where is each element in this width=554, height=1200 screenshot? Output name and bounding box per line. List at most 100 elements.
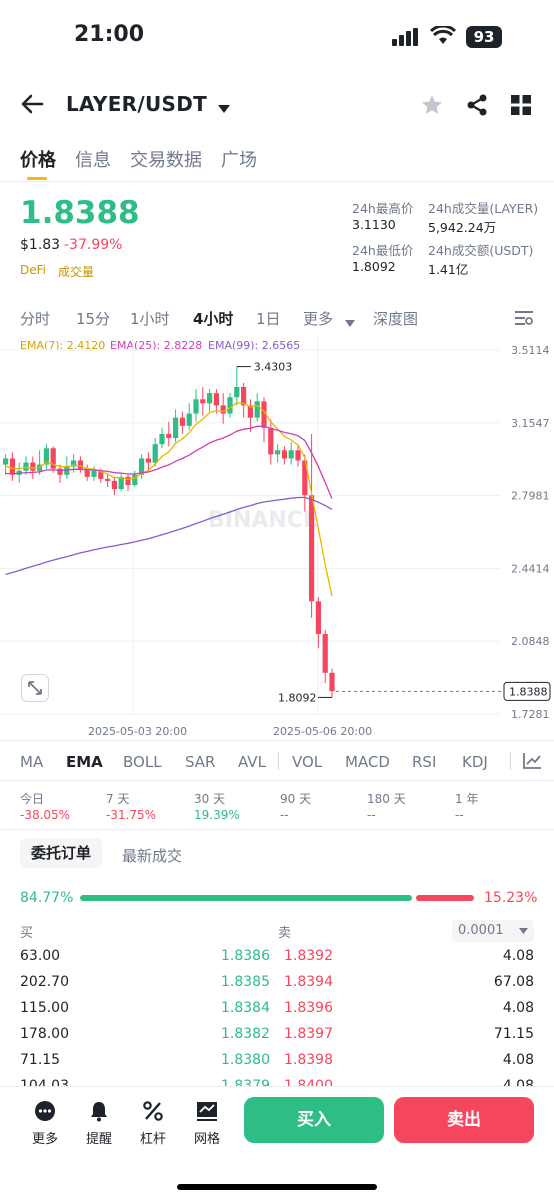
depth-chart-tab[interactable]: 深度图 <box>373 310 419 328</box>
indicator-vol[interactable]: VOL <box>292 753 323 771</box>
tab-trading-data[interactable]: 交易数据 <box>130 150 202 171</box>
candle <box>227 397 233 414</box>
home-indicator <box>177 1184 377 1190</box>
candlestick-chart[interactable]: 3.5114 3.1547 2.7981 2.4414 2.0848 1.7281 BINA… <box>0 334 554 740</box>
indicator-kdj[interactable]: KDJ <box>462 753 488 771</box>
signal-icon <box>392 28 422 50</box>
interval-4h[interactable]: 4小时 <box>193 310 234 328</box>
ema99-line <box>5 496 333 576</box>
x-tick-label: 2025-05-06 20:00 <box>273 725 372 738</box>
tab-recent-trades[interactable]: 最新成交 <box>122 847 183 865</box>
candle <box>241 387 247 406</box>
bid-quantity: 115.00 <box>20 1000 69 1016</box>
alert-label: 提醒 <box>85 1132 112 1147</box>
interval-1d[interactable]: 1日 <box>256 310 281 328</box>
interval-more[interactable]: 更多 <box>303 310 334 328</box>
divider <box>0 181 554 182</box>
divider <box>0 740 554 741</box>
buy-ratio: 84.77% <box>20 890 74 906</box>
indicator-sar[interactable]: SAR <box>185 753 216 771</box>
candle <box>329 672 335 692</box>
tab-order-book[interactable]: 委托订单 <box>20 838 102 868</box>
indicator-boll[interactable]: BOLL <box>123 753 162 771</box>
sell-button[interactable]: 卖出 <box>394 1097 534 1143</box>
candle <box>77 460 83 469</box>
low-label: 24h最低价 <box>352 243 414 258</box>
ask-quantity: 4.08 <box>502 1052 534 1068</box>
candle <box>200 399 206 404</box>
candle <box>118 476 124 490</box>
wifi-icon <box>429 24 457 50</box>
indicator-ma[interactable]: MA <box>20 753 44 771</box>
orderbook-row[interactable]: 71.15 1.8380 1.8398 4.08 <box>0 1052 554 1078</box>
candle <box>295 450 301 461</box>
indicator-settings-icon[interactable] <box>522 752 542 774</box>
buy-button[interactable]: 买入 <box>244 1097 384 1143</box>
grid-button[interactable]: 网格 <box>187 1100 227 1147</box>
candle <box>254 401 260 418</box>
battery-indicator: 93 <box>466 26 502 48</box>
candle <box>186 413 192 426</box>
candle <box>98 470 104 479</box>
indicator-avl[interactable]: AVL <box>238 753 266 771</box>
sell-ratio: 15.23% <box>484 890 538 906</box>
y-tick-label: 2.7981 <box>511 490 550 503</box>
interval-line[interactable]: 分时 <box>20 310 51 328</box>
candle <box>322 634 328 673</box>
more-dropdown-icon[interactable] <box>345 313 355 332</box>
perf-label-today: 今日 <box>20 792 45 806</box>
current-price-tag <box>503 681 551 701</box>
candle <box>309 495 315 602</box>
pair-dropdown-icon[interactable] <box>218 99 230 118</box>
candle <box>132 474 138 486</box>
perf-value-30d: 19.39% <box>194 808 240 822</box>
tag-volume[interactable]: 成交量 <box>58 265 95 279</box>
more-button[interactable]: 更多 <box>25 1100 65 1147</box>
ask-quantity: 4.08 <box>502 948 534 964</box>
pair-title[interactable]: LAYER/USDT <box>66 92 208 116</box>
candle <box>166 433 172 439</box>
share-icon[interactable] <box>465 93 489 121</box>
vol-base-value: 5,942.24万 <box>428 220 497 235</box>
ask-quantity: 4.08 <box>502 1000 534 1016</box>
perf-value-180d: -- <box>367 808 376 822</box>
orderbook-row[interactable]: 202.70 1.8385 1.8394 67.08 <box>0 974 554 1000</box>
fullscreen-icon[interactable] <box>21 674 49 702</box>
candle <box>159 433 165 445</box>
bid-price: 1.8386 <box>221 948 270 964</box>
alert-button[interactable]: 提醒 <box>79 1100 119 1147</box>
watermark-text: BINANCE <box>208 508 318 533</box>
candle <box>281 450 287 459</box>
bid-price: 1.8385 <box>221 974 270 990</box>
perf-value-7d: -31.75% <box>106 808 157 822</box>
chevron-down-icon <box>519 928 528 934</box>
layout-grid-icon[interactable] <box>510 94 532 120</box>
chart-settings-icon[interactable] <box>514 309 534 331</box>
precision-select[interactable]: 0.0001 <box>452 920 534 942</box>
bid-price: 1.8380 <box>221 1052 270 1068</box>
orderbook-row[interactable]: 115.00 1.8384 1.8396 4.08 <box>0 1000 554 1026</box>
indicator-rsi[interactable]: RSI <box>412 753 437 771</box>
tab-info[interactable]: 信息 <box>75 150 111 171</box>
orderbook-row[interactable]: 178.00 1.8382 1.8397 71.15 <box>0 1026 554 1052</box>
candle <box>145 458 151 463</box>
indicator-macd[interactable]: MACD <box>345 753 390 771</box>
ema7-legend: EMA(7): 2.4120 <box>20 339 106 352</box>
tab-price[interactable]: 价格 <box>20 150 56 171</box>
favorite-star-icon[interactable] <box>420 93 444 121</box>
indicator-ema[interactable]: EMA <box>66 753 103 771</box>
interval-15m[interactable]: 15分 <box>76 310 111 328</box>
orderbook-row[interactable]: 63.00 1.8386 1.8392 4.08 <box>0 948 554 974</box>
interval-1h[interactable]: 1小时 <box>130 310 170 328</box>
candle <box>84 468 90 477</box>
perf-label-1y: 1 年 <box>455 792 479 806</box>
back-arrow-icon[interactable] <box>20 92 44 120</box>
leverage-button[interactable]: 杠杆 <box>133 1100 173 1147</box>
candle <box>268 427 274 455</box>
perf-value-1y: -- <box>455 808 464 822</box>
candle <box>213 393 219 406</box>
tab-square[interactable]: 广场 <box>221 150 257 171</box>
tag-defi[interactable]: DeFi <box>20 263 46 277</box>
candle <box>173 417 179 439</box>
bid-price: 1.8382 <box>221 1026 270 1042</box>
